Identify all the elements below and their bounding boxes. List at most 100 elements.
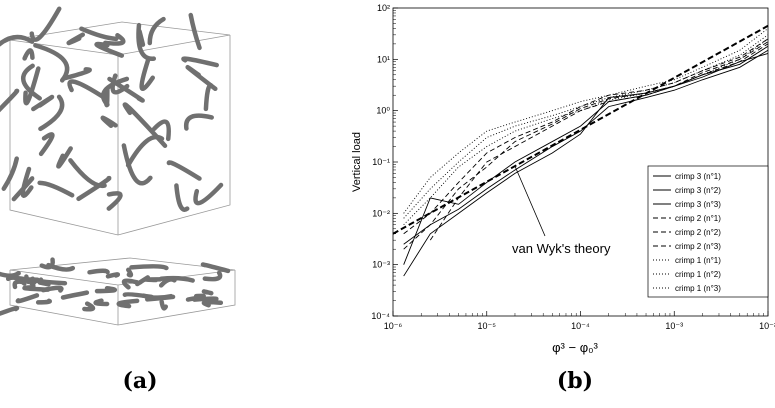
fiber [15,293,40,304]
fiber [38,94,65,132]
y-tick-label: 10⁻¹ [372,157,390,167]
legend-label: crimp 1 (n°2) [675,270,721,279]
fiber [0,270,21,278]
fiber [140,293,174,300]
legend-label: crimp 1 (n°1) [675,256,721,265]
fiber [151,119,171,142]
fiber [166,160,202,181]
series-line [403,53,769,277]
fiber-renderings [0,6,236,326]
x-tick-label: 10⁻⁶ [384,321,403,331]
fiber [159,299,169,311]
fiber [139,56,155,92]
fiber [33,43,70,83]
fiber [79,26,119,42]
fiber [60,290,90,300]
fiber [0,88,20,113]
legend-label: crimp 2 (n°1) [675,214,721,223]
series-line [403,34,769,219]
y-axis-label: Vertical load [351,132,363,192]
series-line [403,28,769,214]
y-tick-label: 10⁰ [376,106,390,116]
fiber [31,94,55,112]
fiber [61,67,92,81]
legend-label: crimp 3 (n°1) [675,172,721,181]
fiber [56,146,73,169]
caption: (b) [557,368,593,394]
fiber [185,293,206,302]
x-tick-label: 10⁻² [759,321,775,331]
annotation: van Wyk's theory [512,241,611,256]
fiber [29,6,62,42]
fiber [28,278,37,288]
fiber [66,32,86,46]
fiber [20,166,34,198]
fiber [38,132,55,157]
fiber [188,12,202,51]
fiber [22,285,51,292]
series-line [429,43,769,241]
fiber [147,16,166,46]
fiber [129,264,169,271]
fiber [106,191,123,211]
fiber [203,82,214,112]
fiber [181,56,219,68]
fiber [158,275,195,283]
fiber [121,278,140,290]
legend-label: crimp 1 (n°3) [675,284,721,293]
fiber [35,298,52,305]
x-tick-label: 10⁻⁴ [571,321,590,331]
y-tick-label: 10¹ [377,54,390,64]
fiber [121,143,153,186]
fiber [185,65,218,92]
fiber [158,277,177,288]
x-axis-label: φ³ − φ₀³ [552,340,598,355]
x-tick-label: 10⁻⁵ [478,321,497,331]
fiber [21,63,42,101]
fiber [76,175,112,202]
fiber [201,289,214,296]
legend: crimp 3 (n°1) crimp 3 (n°2) crimp 3 (n°3) c… [647,165,769,298]
legend-box [647,165,769,298]
fiber [144,277,163,283]
fiber [94,41,125,58]
fiber [193,182,224,206]
y-tick-label: 10² [377,3,390,13]
fiber [126,267,134,278]
legend-label: crimp 2 (n°2) [675,228,721,237]
fiber [68,158,107,189]
y-tick-label: 10⁻³ [372,260,390,270]
fiber [0,305,20,316]
fiber [122,102,168,148]
fiber [103,32,126,46]
fiber [11,176,35,202]
caption: (a) [122,368,157,394]
fiber [22,48,35,61]
fiber [93,298,110,307]
annotation-arrow [514,165,546,237]
fiber [183,113,214,131]
fiber [201,299,224,308]
series-line [403,41,769,250]
fiber [136,22,157,61]
fiber [1,156,19,191]
fiber [82,301,96,312]
fiber [37,180,75,198]
legend-label: crimp 3 (n°3) [675,200,721,209]
fiber [105,272,121,279]
fiber [38,277,50,286]
legend-label: crimp 2 (n°3) [675,242,721,251]
fiber [87,268,110,275]
fiber [116,298,140,309]
x-tick-label: 10⁻³ [665,321,683,331]
fiber [0,34,35,47]
fiber [200,262,231,274]
fiber [125,134,165,168]
fiber [174,183,190,212]
fiber [100,115,118,129]
y-tick-label: 10⁻² [372,208,390,218]
fiber [94,285,118,294]
series-line [403,49,769,245]
legend-label: crimp 3 (n°2) [675,186,721,195]
